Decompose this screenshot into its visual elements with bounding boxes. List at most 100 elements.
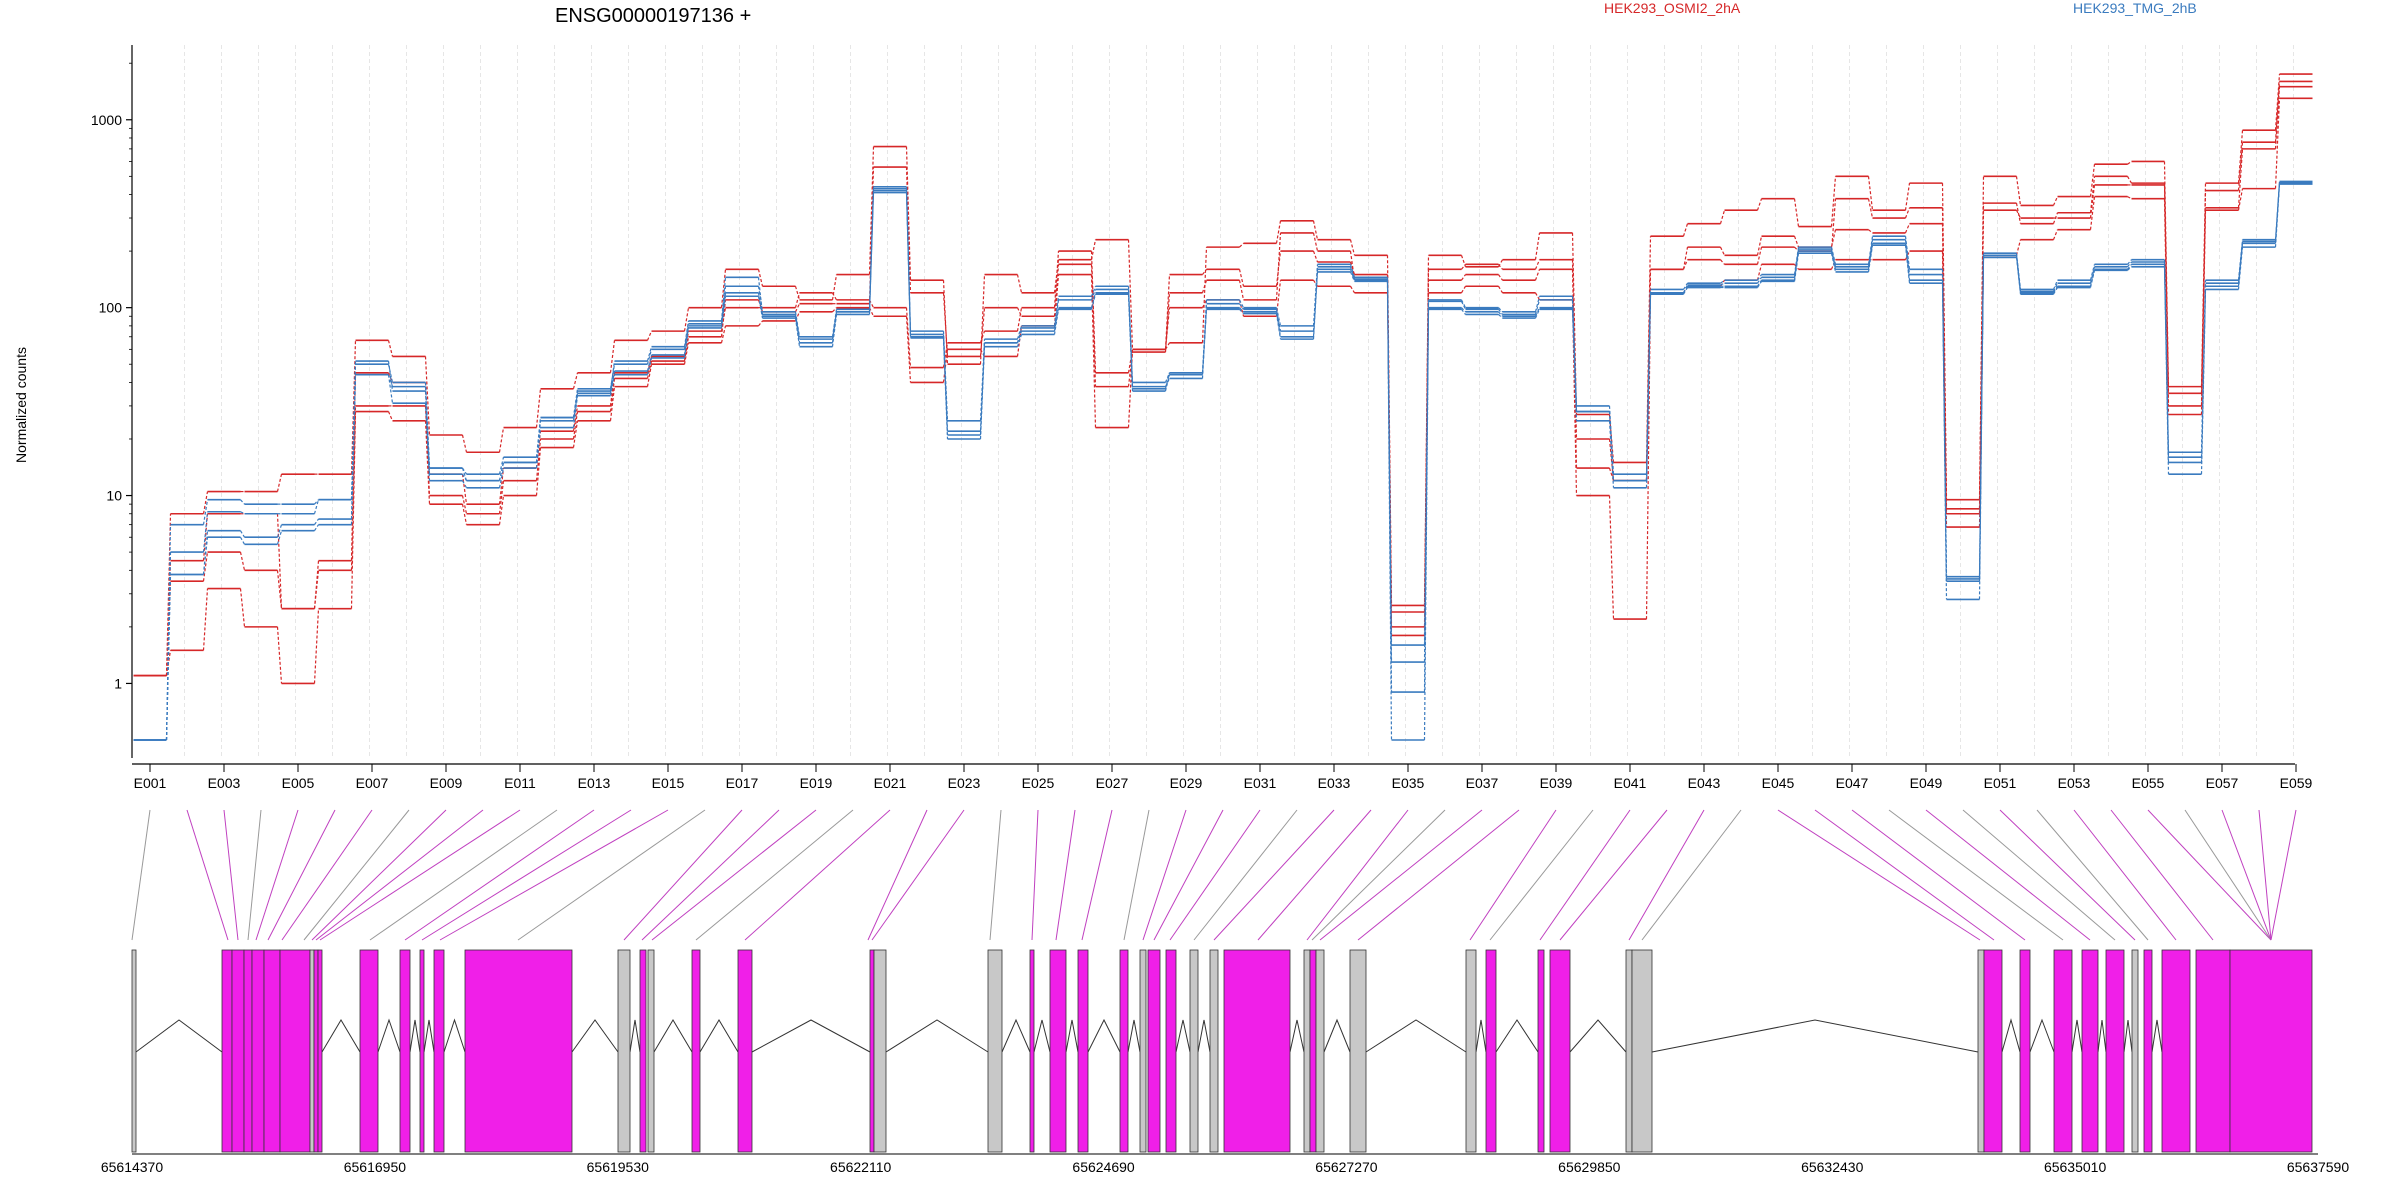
series-connector — [2052, 282, 2059, 292]
series-connector — [424, 403, 431, 481]
exon-block — [1465, 949, 1477, 1153]
series-connector — [2127, 263, 2132, 270]
series-connector — [2089, 266, 2096, 284]
series-connector — [1608, 414, 1615, 463]
series-connector — [498, 467, 505, 488]
series-connector — [1312, 250, 1319, 263]
x-tick-label: E049 — [1910, 775, 1943, 791]
series-connector — [1090, 289, 1097, 301]
series-connector — [1534, 299, 1541, 315]
intron-line — [1495, 1019, 1539, 1053]
exon-block-used — [433, 949, 445, 1153]
series-connector — [1534, 269, 1541, 281]
series-connector — [720, 296, 727, 329]
series-connector — [1349, 271, 1356, 282]
series-connector — [794, 286, 801, 301]
series-connector — [868, 146, 875, 275]
intron-line — [1033, 1019, 1051, 1053]
series-connector — [1867, 239, 1874, 267]
series-connector — [535, 438, 542, 481]
series-connector — [757, 277, 764, 315]
series-connector — [313, 499, 320, 514]
series-connector — [1904, 245, 1911, 284]
exon-block-used — [2053, 949, 2073, 1153]
series-connector — [831, 274, 838, 300]
series-connector — [2089, 196, 2096, 230]
x-tick-label: E033 — [1318, 775, 1351, 791]
exon-block — [1209, 949, 1219, 1153]
intron-line — [377, 1018, 401, 1053]
x-tick-label: E045 — [1762, 775, 1795, 791]
series-connector — [535, 388, 542, 428]
exon-connector — [2110, 809, 2214, 941]
intron-line — [653, 1019, 693, 1053]
series-connector — [1867, 243, 1874, 270]
exon-block — [1349, 949, 1367, 1153]
series-connector — [1793, 236, 1800, 248]
series-connector — [905, 316, 912, 383]
series-connector — [942, 337, 949, 436]
series-connector — [2237, 239, 2244, 281]
exon-connector — [404, 809, 595, 941]
exon-block-used — [639, 949, 647, 1153]
series-connector — [2015, 176, 2022, 206]
series-connector — [202, 499, 209, 525]
genomic-coordinate-label: 65616950 — [344, 1159, 407, 1175]
exon-connector — [1641, 809, 1742, 941]
series-connector — [1682, 282, 1689, 290]
series-connector — [2163, 161, 2170, 387]
genomic-coordinate-label: 65632430 — [1801, 1159, 1864, 1175]
series-connector — [646, 364, 653, 387]
intron-line — [1569, 1019, 1627, 1053]
x-tick-label: E043 — [1688, 775, 1721, 791]
series-connector — [2015, 257, 2022, 295]
exon-connector — [1123, 809, 1150, 941]
exon-connector — [2147, 809, 2272, 941]
exon-connector — [421, 809, 632, 941]
series-connector — [1534, 307, 1541, 317]
exon-connector — [131, 809, 151, 941]
series-connector — [1498, 274, 1503, 281]
series-connector — [942, 292, 949, 357]
exon-connector — [2184, 809, 2272, 941]
genomic-coordinate-label: 65624690 — [1072, 1159, 1135, 1175]
series-connector — [535, 427, 542, 469]
series-connector — [1904, 239, 1911, 275]
intron-line — [1365, 1019, 1467, 1053]
x-tick-label: E031 — [1244, 775, 1277, 791]
gene-model — [131, 949, 2318, 1155]
series-connector — [313, 608, 320, 684]
exon-block — [1189, 949, 1199, 1153]
series-connector — [609, 386, 616, 421]
series-connector — [1090, 239, 1097, 260]
intron-line — [2123, 1019, 2133, 1053]
exon-connector — [267, 809, 336, 941]
series-connector — [646, 354, 653, 372]
exon-block-used — [2229, 949, 2313, 1153]
series-connector — [1720, 259, 1725, 265]
series-connector — [1830, 198, 1837, 252]
series-connector — [1757, 274, 1762, 281]
intron-line — [1197, 1019, 1211, 1053]
series-connector — [1460, 285, 1467, 294]
exon-connector — [744, 809, 891, 941]
genomic-coordinate-label: 65629850 — [1558, 1159, 1621, 1175]
exon-connector — [1357, 809, 1520, 941]
series-connector — [2127, 266, 2132, 271]
axes: 1 10 100 1000 E001 E003 E005 E007 E009 E011 E013 E0… — [91, 45, 2313, 791]
series-connector — [2089, 164, 2096, 197]
series-connector — [683, 342, 690, 365]
series-connector — [1645, 294, 1652, 488]
series-connector — [758, 320, 763, 327]
series-connector — [2163, 266, 2170, 475]
series-connector — [350, 405, 357, 571]
series-connector — [2015, 239, 2022, 256]
exon-connector — [1851, 809, 2026, 941]
series-connector — [1719, 210, 1726, 224]
series-connector — [1720, 279, 1725, 284]
intron-line — [1475, 1019, 1487, 1053]
series-connector — [905, 307, 912, 368]
legend-entry-osmi2: HEK293_OSMI2_2hA — [1604, 0, 1741, 16]
series-connector — [498, 495, 505, 525]
